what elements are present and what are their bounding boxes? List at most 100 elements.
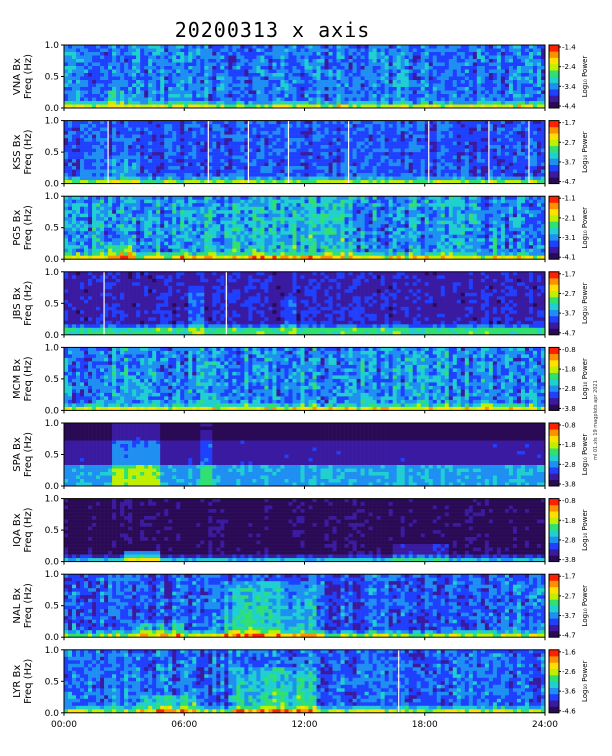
heat-cell [256, 149, 260, 153]
heat-cell [481, 159, 485, 163]
heat-cell [280, 142, 284, 146]
heat-cell [124, 196, 128, 200]
heat-cell [485, 56, 489, 60]
heat-cell [184, 159, 188, 163]
heat-cell [441, 94, 445, 98]
heat-cell [337, 156, 341, 160]
heat-cell [413, 121, 417, 125]
heat-cell [276, 98, 280, 102]
heat-cell [317, 156, 321, 160]
heat-cell [80, 52, 84, 56]
heat-cell [525, 59, 529, 63]
heat-cell [196, 170, 200, 174]
heat-cell [533, 77, 537, 81]
heat-cell [68, 84, 72, 88]
heat-cell [264, 128, 268, 132]
heat-cell [80, 170, 84, 174]
heat-cell [192, 49, 196, 53]
heat-cell [521, 84, 525, 88]
heat-cell [112, 163, 116, 167]
heat-cell [369, 87, 373, 91]
heat-cell [92, 214, 96, 218]
heat-cell [441, 63, 445, 67]
heat-cell [92, 177, 96, 181]
heat-cell [417, 121, 421, 125]
heat-cell [381, 177, 385, 181]
heat-cell [329, 156, 333, 160]
heat-cell [337, 56, 341, 60]
heat-cell [280, 177, 284, 181]
heat-cell [168, 156, 172, 160]
heat-cell [365, 170, 369, 174]
heat-cell [413, 163, 417, 167]
heat-cell [280, 66, 284, 70]
heat-cell [80, 245, 84, 249]
heat-cell [76, 196, 80, 200]
heat-cell [521, 149, 525, 153]
heat-cell [196, 98, 200, 102]
heat-cell [292, 170, 296, 174]
heat-cell [485, 45, 489, 49]
heat-cell [413, 49, 417, 53]
heat-cell [513, 80, 517, 84]
heat-cell [124, 94, 128, 98]
heat-cell [305, 173, 309, 177]
heat-cell [321, 49, 325, 53]
heat-cell [413, 142, 417, 146]
heat-cell [212, 173, 216, 177]
heat-cell [341, 73, 345, 77]
heat-cell [341, 77, 345, 81]
heat-cell [529, 128, 533, 132]
heat-cell [148, 98, 152, 102]
heat-cell [445, 87, 449, 91]
heat-cell [236, 163, 240, 167]
heat-cell [485, 70, 489, 74]
heat-cell [80, 173, 84, 177]
y-axis-station-label: KSS Bx [12, 134, 23, 169]
heat-cell [156, 159, 160, 163]
heat-cell [369, 80, 373, 84]
heat-cell [88, 84, 92, 88]
heat-cell [349, 49, 353, 53]
heat-cell [425, 52, 429, 56]
heat-cell [208, 84, 212, 88]
heat-cell [309, 159, 313, 163]
heat-cell [108, 235, 112, 239]
heat-cell [192, 163, 196, 167]
heat-cell [292, 121, 296, 125]
heat-cell [240, 124, 244, 128]
heat-cell [236, 128, 240, 132]
heat-cell [72, 66, 76, 70]
heat-cell [188, 163, 192, 167]
heat-cell [116, 152, 120, 156]
heat-cell [220, 87, 224, 91]
heat-cell [232, 59, 236, 63]
heat-cell [284, 98, 288, 102]
heat-cell [305, 91, 309, 95]
heat-cell [184, 45, 188, 49]
heat-cell [84, 152, 88, 156]
heat-cell [156, 101, 160, 105]
heat-cell [533, 159, 537, 163]
heat-cell [529, 121, 533, 125]
heat-cell [525, 91, 529, 95]
heat-cell [100, 231, 104, 235]
heat-cell [260, 70, 264, 74]
heat-cell [329, 131, 333, 135]
heat-cell [525, 63, 529, 67]
heat-cell [84, 173, 88, 177]
heat-cell [152, 200, 156, 204]
heat-cell [232, 94, 236, 98]
heat-cell [381, 145, 385, 149]
heat-cell [180, 214, 184, 218]
heat-cell [64, 166, 68, 170]
heat-cell [296, 91, 300, 95]
heat-cell [341, 63, 345, 67]
heat-cell [108, 56, 112, 60]
heat-cell [521, 170, 525, 174]
heat-cell [180, 221, 184, 225]
heat-cell [160, 66, 164, 70]
heat-cell [144, 149, 148, 153]
heat-cell [513, 152, 517, 156]
heat-cell [537, 145, 541, 149]
